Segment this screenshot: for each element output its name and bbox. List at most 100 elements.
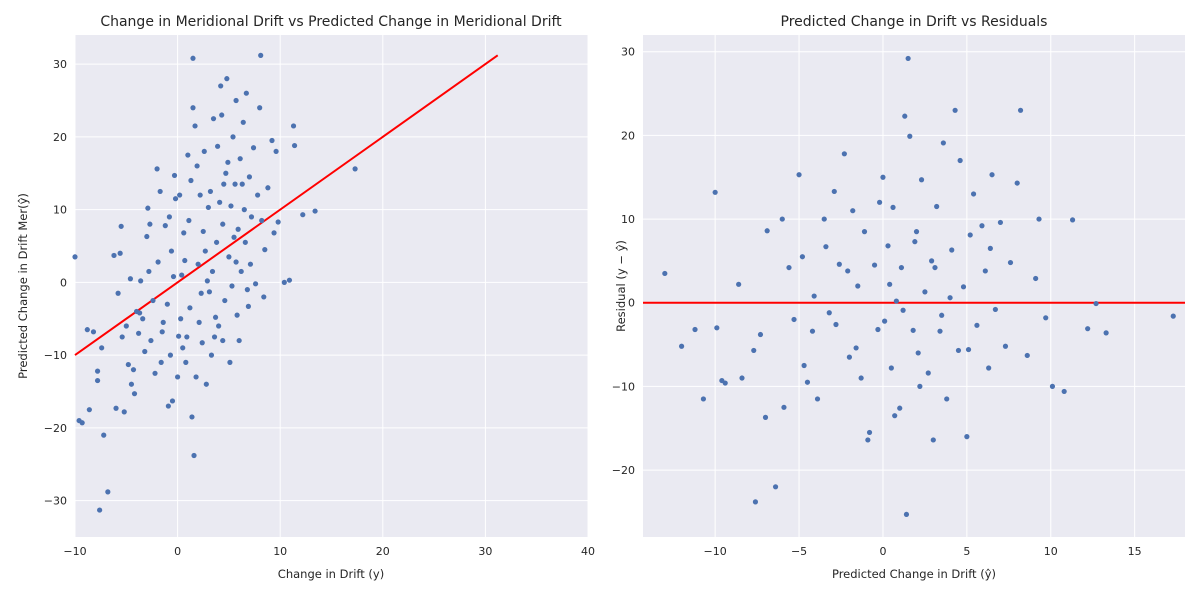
data-point [880, 174, 886, 180]
data-point [158, 359, 164, 365]
data-point [226, 254, 232, 260]
data-point [1049, 383, 1056, 389]
data-point [182, 257, 188, 264]
data-point [217, 199, 223, 205]
data-point [142, 348, 148, 355]
reference-line [74, 54, 499, 356]
data-point [235, 226, 241, 232]
data-point [986, 365, 992, 371]
data-point [662, 270, 668, 277]
data-point [291, 142, 298, 149]
data-point [99, 345, 105, 351]
data-point [113, 405, 119, 411]
data-point [257, 105, 263, 111]
data-point [72, 254, 78, 260]
x-tick-label: 30 [478, 545, 492, 558]
data-point [700, 396, 707, 402]
data-point [154, 166, 160, 172]
data-point [275, 219, 281, 225]
data-point [300, 212, 306, 218]
data-point [252, 281, 259, 287]
data-point [169, 398, 176, 404]
data-point [290, 123, 297, 129]
data-point [791, 316, 797, 323]
data-point [246, 174, 253, 180]
data-point [105, 489, 111, 495]
data-point [210, 116, 217, 122]
data-point [152, 370, 158, 376]
y-tick-label: −30 [44, 495, 67, 508]
data-point [232, 181, 238, 187]
data-point [979, 223, 985, 229]
data-point [858, 375, 864, 381]
data-point [757, 331, 764, 338]
data-point [228, 203, 234, 209]
data-point [255, 192, 261, 198]
data-point [229, 283, 235, 289]
data-point [227, 359, 233, 365]
data-point [233, 259, 239, 265]
data-point [239, 181, 245, 187]
data-point [172, 196, 179, 202]
data-point [900, 307, 906, 313]
y-axis-label: Residual (y − ŷ) [614, 240, 628, 332]
data-point [184, 334, 190, 340]
data-point [150, 297, 156, 304]
data-point [692, 326, 698, 333]
data-point [915, 350, 921, 356]
data-point [882, 318, 888, 324]
data-point [898, 264, 905, 271]
data-point [736, 281, 742, 287]
fit-line [74, 54, 499, 356]
data-point [989, 172, 995, 178]
data-point [714, 325, 720, 331]
data-point [165, 403, 171, 409]
data-point [764, 228, 770, 234]
data-point [97, 507, 103, 513]
data-point [1069, 217, 1076, 223]
x-tick-label: 0 [174, 545, 181, 558]
data-point [922, 289, 928, 295]
data-point [204, 278, 210, 284]
data-point [286, 277, 293, 283]
data-point [195, 261, 201, 267]
data-point [932, 264, 938, 271]
data-point [196, 319, 202, 325]
data-point [940, 140, 946, 146]
data-point [944, 396, 950, 402]
data-point [170, 273, 177, 280]
data-point [841, 151, 847, 157]
data-point [1017, 107, 1024, 113]
data-point [121, 409, 127, 415]
y-tick-label: 30 [621, 46, 635, 59]
data-point [123, 323, 129, 329]
data-point [273, 148, 279, 155]
data-point [208, 352, 215, 358]
data-point [167, 352, 174, 358]
data-point [247, 261, 254, 267]
data-point [220, 337, 226, 344]
data-point [197, 192, 203, 198]
data-point [1061, 388, 1067, 395]
y-tick-label: 20 [53, 131, 67, 144]
data-point [871, 262, 878, 268]
scatter-chart-residuals: −10 −5 0 5 10 15 −20 −10 0 10 20 30 Predicted Chan… [612, 14, 1185, 581]
data-point [90, 329, 97, 335]
data-point [127, 276, 134, 282]
data-point [237, 156, 243, 162]
data-point [888, 365, 894, 371]
data-point [352, 166, 358, 172]
data-point [144, 233, 150, 240]
y-tick-labels: −20 −10 0 10 20 30 [612, 46, 635, 477]
data-point [997, 219, 1004, 226]
y-tick-label: 10 [621, 213, 635, 226]
data-point [890, 204, 896, 210]
data-point [712, 189, 718, 195]
data-point [722, 380, 728, 386]
data-point [148, 337, 154, 344]
data-point [850, 208, 856, 214]
x-tick-labels: −10 −5 0 5 10 15 [704, 545, 1142, 558]
data-point [1033, 275, 1039, 282]
data-point [809, 328, 816, 334]
data-point [799, 254, 806, 260]
